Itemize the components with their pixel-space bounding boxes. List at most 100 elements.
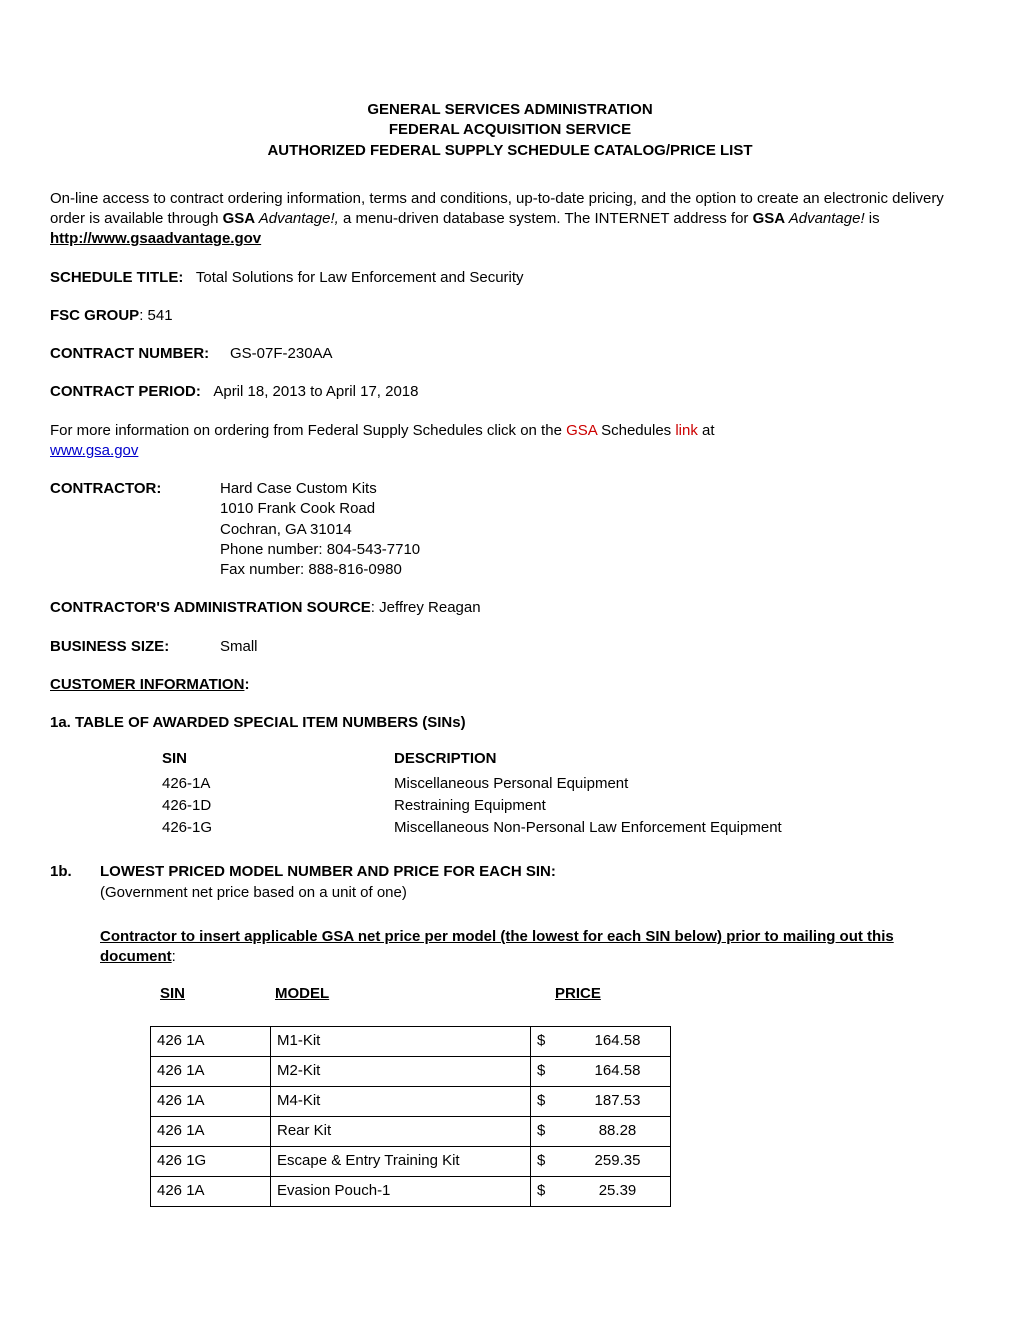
sin-row: 426-1A Miscellaneous Personal Equipment bbox=[162, 774, 782, 794]
currency-symbol: $ bbox=[531, 1117, 565, 1145]
sin-header-sin: SIN bbox=[162, 749, 392, 771]
intro-gsa-2: GSA bbox=[753, 210, 786, 227]
intro-paragraph: On-line access to contract ordering info… bbox=[50, 189, 970, 250]
more-info-link-word: link bbox=[675, 422, 698, 439]
price-amount: 88.28 bbox=[565, 1117, 670, 1145]
price-amount-cell: $164.58 bbox=[531, 1056, 671, 1086]
price-row: 426 1A Rear Kit $88.28 bbox=[151, 1116, 671, 1146]
customer-info-heading: CUSTOMER INFORMATION: bbox=[50, 675, 970, 695]
price-amount-cell: $25.39 bbox=[531, 1176, 671, 1206]
contractor-row: CONTRACTOR: Hard Case Custom Kits 1010 F… bbox=[50, 479, 970, 580]
price-amount: 164.58 bbox=[565, 1027, 670, 1055]
schedule-title-value bbox=[188, 269, 196, 286]
schedule-title-label: SCHEDULE TITLE: bbox=[50, 269, 183, 286]
price-sin-cell: 426 1A bbox=[151, 1176, 271, 1206]
price-sin-cell: 426 1A bbox=[151, 1056, 271, 1086]
business-size-row: BUSINESS SIZE: Small bbox=[50, 637, 970, 657]
intro-text-c: is bbox=[865, 210, 880, 227]
price-row: 426 1A Evasion Pouch-1 $25.39 bbox=[151, 1176, 671, 1206]
fsc-group-value: : 541 bbox=[139, 307, 172, 324]
contractor-label: CONTRACTOR: bbox=[50, 479, 220, 580]
intro-gsa-1: GSA bbox=[223, 210, 256, 227]
customer-info-label: CUSTOMER INFORMATION bbox=[50, 676, 244, 693]
price-row: 426 1G Escape & Entry Training Kit $259.… bbox=[151, 1146, 671, 1176]
section-1b-sub: (Government net price based on a unit of… bbox=[100, 884, 407, 901]
price-row: 426 1A M2-Kit $164.58 bbox=[151, 1056, 671, 1086]
currency-symbol: $ bbox=[531, 1027, 565, 1055]
price-model-cell: Rear Kit bbox=[271, 1116, 531, 1146]
price-amount: 164.58 bbox=[565, 1057, 670, 1085]
header-line-3: AUTHORIZED FEDERAL SUPPLY SCHEDULE CATAL… bbox=[50, 141, 970, 161]
price-row: 426 1A M1-Kit $164.58 bbox=[151, 1026, 671, 1056]
sin-cell: 426-1D bbox=[162, 796, 392, 816]
contract-period-value: April 18, 2013 to April 17, 2018 bbox=[213, 383, 418, 400]
section-1a-title: 1a. TABLE OF AWARDED SPECIAL ITEM NUMBER… bbox=[50, 713, 970, 733]
business-size-value: Small bbox=[220, 637, 970, 657]
contract-number-value: GS-07F-230AA bbox=[230, 345, 333, 362]
gsa-gov-url[interactable]: www.gsa.gov bbox=[50, 442, 138, 459]
sin-description-table: SIN DESCRIPTION 426-1A Miscellaneous Per… bbox=[160, 747, 784, 840]
price-model-cell: M1-Kit bbox=[271, 1026, 531, 1056]
business-size-label: BUSINESS SIZE: bbox=[50, 637, 220, 657]
price-sin-cell: 426 1G bbox=[151, 1146, 271, 1176]
price-sin-cell: 426 1A bbox=[151, 1086, 271, 1116]
gsa-advantage-url[interactable]: http://www.gsaadvantage.gov bbox=[50, 230, 261, 247]
sin-header-desc: DESCRIPTION bbox=[394, 749, 782, 771]
section-1b-note-text: Contractor to insert applicable GSA net … bbox=[100, 928, 894, 965]
intro-advantage-2: Advantage! bbox=[785, 210, 865, 227]
price-table-header: SIN MODEL PRICE bbox=[160, 984, 970, 1004]
sin-cell: 426-1G bbox=[162, 818, 392, 838]
more-info-gsa: GSA bbox=[566, 422, 597, 439]
price-model-cell: M2-Kit bbox=[271, 1056, 531, 1086]
contractor-phone: Phone number: 804-543-7710 bbox=[220, 540, 970, 560]
section-1b-num: 1b. bbox=[50, 862, 100, 903]
contractor-addr1: 1010 Frank Cook Road bbox=[220, 499, 970, 519]
price-model-cell: M4-Kit bbox=[271, 1086, 531, 1116]
contract-number-row: CONTRACT NUMBER: GS-07F-230AA bbox=[50, 344, 970, 364]
admin-source-value: : Jeffrey Reagan bbox=[371, 599, 481, 616]
price-table: 426 1A M1-Kit $164.58 426 1A M2-Kit $164… bbox=[150, 1026, 671, 1207]
price-model-cell: Evasion Pouch-1 bbox=[271, 1176, 531, 1206]
currency-symbol: $ bbox=[531, 1057, 565, 1085]
admin-source-row: CONTRACTOR'S ADMINISTRATION SOURCE: Jeff… bbox=[50, 598, 970, 618]
more-info-prefix: For more information on ordering from Fe… bbox=[50, 422, 566, 439]
contract-period-label: CONTRACT PERIOD: bbox=[50, 383, 201, 400]
document-header: GENERAL SERVICES ADMINISTRATION FEDERAL … bbox=[50, 100, 970, 161]
price-amount-cell: $88.28 bbox=[531, 1116, 671, 1146]
price-amount-cell: $259.35 bbox=[531, 1146, 671, 1176]
section-1b-body: LOWEST PRICED MODEL NUMBER AND PRICE FOR… bbox=[100, 862, 970, 903]
contractor-name: Hard Case Custom Kits bbox=[220, 479, 970, 499]
price-amount-cell: $164.58 bbox=[531, 1026, 671, 1056]
header-line-2: FEDERAL ACQUISITION SERVICE bbox=[50, 120, 970, 140]
section-1b-note: Contractor to insert applicable GSA net … bbox=[100, 927, 970, 968]
contract-number-spacer bbox=[213, 345, 230, 362]
contractor-fax: Fax number: 888-816-0980 bbox=[220, 560, 970, 580]
contract-period-row: CONTRACT PERIOD: April 18, 2013 to April… bbox=[50, 382, 970, 402]
price-model-cell: Escape & Entry Training Kit bbox=[271, 1146, 531, 1176]
price-header-model: MODEL bbox=[275, 984, 555, 1004]
price-amount: 187.53 bbox=[565, 1087, 670, 1115]
more-info-suffix: at bbox=[698, 422, 715, 439]
price-amount: 25.39 bbox=[565, 1177, 670, 1205]
customer-info-colon: : bbox=[244, 676, 249, 693]
more-info-middle: Schedules bbox=[597, 422, 675, 439]
admin-source-label: CONTRACTOR'S ADMINISTRATION SOURCE bbox=[50, 599, 371, 616]
sin-desc-cell: Miscellaneous Personal Equipment bbox=[394, 774, 782, 794]
contract-number-label: CONTRACT NUMBER: bbox=[50, 345, 209, 362]
sin-cell: 426-1A bbox=[162, 774, 392, 794]
contractor-block: Hard Case Custom Kits 1010 Frank Cook Ro… bbox=[220, 479, 970, 580]
intro-advantage-1: Advantage!, bbox=[255, 210, 339, 227]
header-line-1: GENERAL SERVICES ADMINISTRATION bbox=[50, 100, 970, 120]
price-sin-cell: 426 1A bbox=[151, 1116, 271, 1146]
currency-symbol: $ bbox=[531, 1087, 565, 1115]
contractor-addr2: Cochran, GA 31014 bbox=[220, 520, 970, 540]
sin-row: 426-1D Restraining Equipment bbox=[162, 796, 782, 816]
schedule-title-text: Total Solutions for Law Enforcement and … bbox=[196, 269, 524, 286]
section-1b-title: LOWEST PRICED MODEL NUMBER AND PRICE FOR… bbox=[100, 863, 556, 880]
price-header-price: PRICE bbox=[555, 984, 665, 1004]
fsc-group-row: FSC GROUP: 541 bbox=[50, 306, 970, 326]
currency-symbol: $ bbox=[531, 1177, 565, 1205]
currency-symbol: $ bbox=[531, 1147, 565, 1175]
schedule-title-row: SCHEDULE TITLE: Total Solutions for Law … bbox=[50, 268, 970, 288]
price-sin-cell: 426 1A bbox=[151, 1026, 271, 1056]
